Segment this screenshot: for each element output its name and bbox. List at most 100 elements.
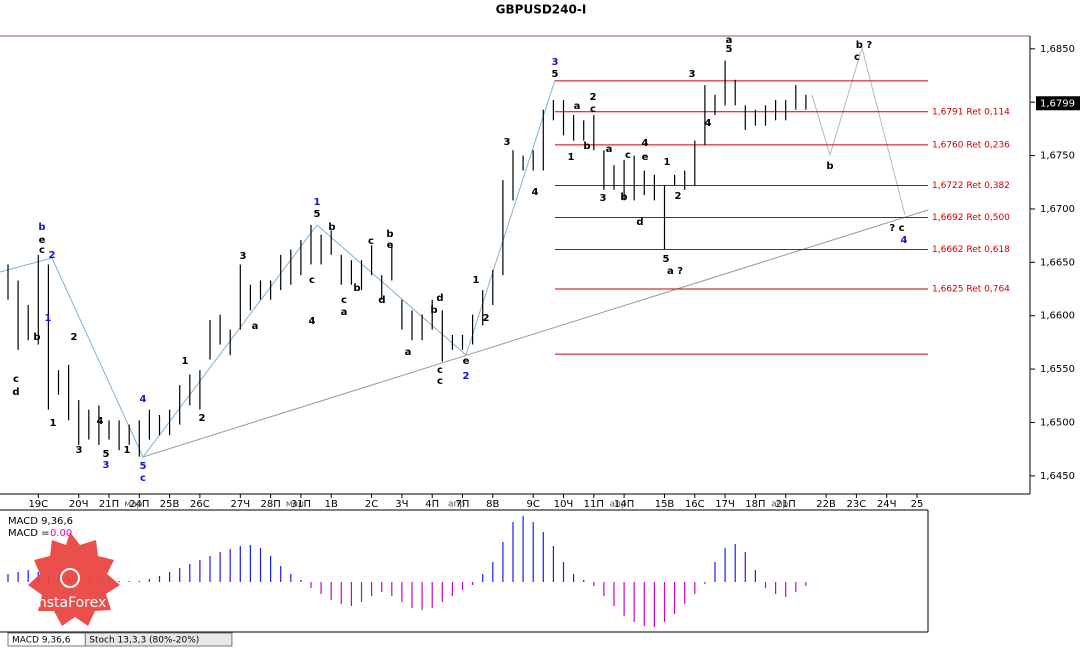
wave-label: 3	[552, 57, 559, 68]
x-tick-label: 25В	[160, 499, 180, 510]
wave-label: 3	[504, 137, 511, 148]
wave-label: a ?	[667, 266, 683, 277]
x-tick-label: 28П	[260, 499, 280, 510]
wave-label: 2	[590, 92, 597, 103]
wave-label: 4	[97, 416, 104, 427]
x-tick-label: 16С	[685, 499, 705, 510]
macd-current: 0.00	[50, 528, 72, 539]
wave-label: a	[574, 101, 581, 112]
projection-line	[811, 46, 906, 216]
wave-label: b	[826, 161, 833, 172]
wave-label: c	[341, 295, 347, 306]
x-tick-label: 22В	[816, 499, 836, 510]
x-tick-label: 14П	[614, 499, 634, 510]
wave-label: a	[252, 321, 259, 332]
level-label: 1,6625 Ret 0,764	[932, 285, 1010, 295]
month-label: мар	[124, 500, 142, 510]
wave-label: 1	[314, 197, 321, 208]
wave-label: 1	[473, 275, 480, 286]
level-label: 1,6692 Ret 0,500	[932, 213, 1010, 223]
wave-label: c	[13, 374, 19, 385]
month-label: апр	[771, 500, 788, 510]
wave-label: b	[38, 222, 45, 233]
level-label: 1,6791 Ret 0,114	[932, 107, 1010, 117]
wave-label: b	[386, 229, 393, 240]
wave-label: 2	[199, 413, 206, 424]
wave-label: 1	[124, 445, 131, 456]
wave-label: d	[436, 293, 443, 304]
x-tick-label: 7П	[456, 499, 470, 510]
wave-label: 5	[552, 69, 559, 80]
wave-label: 4	[532, 187, 539, 198]
x-tick-label: 20Ч	[69, 499, 89, 510]
wave-label: d	[636, 217, 643, 228]
x-tick-label: 24Ч	[877, 499, 897, 510]
x-tick-label: 8В	[486, 499, 499, 510]
wave-label: 1	[45, 313, 52, 324]
watermark-logo: InstaForex	[28, 532, 120, 626]
wave-label: c	[590, 104, 596, 115]
trend-line	[142, 209, 929, 458]
wave-label: e	[39, 235, 46, 246]
x-tick-label: 25	[911, 499, 924, 510]
x-tick-label: 21П	[99, 499, 119, 510]
y-tick-label: 1,6600	[1040, 311, 1075, 322]
wave-label: 4	[309, 316, 316, 327]
wave-label: 3	[240, 251, 247, 262]
wave-label: 4	[901, 235, 908, 246]
x-tick-label: 26С	[190, 499, 210, 510]
wave-label: b	[620, 192, 627, 203]
x-tick-label: 4П	[425, 499, 439, 510]
wave-label: 1	[568, 152, 575, 163]
wave-label: 5	[726, 44, 733, 55]
x-tick-label: 31П	[291, 499, 311, 510]
wave-label: 2	[71, 332, 78, 343]
y-tick-label: 1,6650	[1040, 257, 1075, 268]
wave-label: 3	[76, 445, 83, 456]
wave-label: 2	[463, 371, 470, 382]
wave-label: c	[39, 245, 45, 256]
wave-label: b	[353, 283, 360, 294]
x-tick-label: 27Ч	[231, 499, 251, 510]
wave-label: c	[437, 365, 443, 376]
wave-label: 1	[664, 157, 671, 168]
level-label: 1,6760 Ret 0,236	[932, 140, 1010, 150]
wave-label: a	[405, 347, 412, 358]
watermark: InstaForex	[34, 595, 107, 611]
wave-label: b ?	[856, 40, 873, 51]
wave-label: c	[625, 150, 631, 161]
macd-label: MACD =	[8, 528, 50, 539]
wave-label: c	[854, 52, 860, 63]
wave-label: 2	[483, 313, 490, 324]
level-label: 1,6722 Ret 0,382	[932, 181, 1010, 191]
last-price-box	[1036, 96, 1080, 111]
wave-label: 4	[140, 394, 147, 405]
wave-label: e	[387, 240, 394, 251]
x-tick-label: 24П	[129, 499, 149, 510]
wave-label: e	[642, 152, 649, 163]
x-tick-label: 1В	[325, 499, 338, 510]
wave-label: 2	[675, 191, 682, 202]
wave-label: a	[726, 35, 733, 46]
indicator-tab-label[interactable]: Stoch 13,3,3 (80%-20%)	[89, 636, 199, 646]
level-label: 1,6662 Ret 0,618	[932, 245, 1010, 255]
month-label: апр	[610, 500, 627, 510]
wave-label: a	[341, 307, 348, 318]
indicator-tab[interactable]	[84, 632, 233, 647]
x-tick-label: 17Ч	[715, 499, 735, 510]
logo-icon	[60, 568, 80, 588]
y-tick-label: 1,6850	[1040, 44, 1075, 55]
wave-label: 3	[103, 460, 110, 471]
wave-label: 3	[600, 193, 607, 204]
x-tick-label: 15В	[655, 499, 675, 510]
wave-label: c	[140, 473, 146, 484]
wave-label: 1	[50, 418, 57, 429]
wave-label: b	[430, 305, 437, 316]
wave-label: d	[378, 295, 385, 306]
month-label: мар	[286, 500, 304, 510]
wave-label: 1	[182, 356, 189, 367]
indicator-tab-label[interactable]: MACD 9,36,6	[12, 636, 71, 646]
y-tick-label: 1,6750	[1040, 151, 1075, 162]
